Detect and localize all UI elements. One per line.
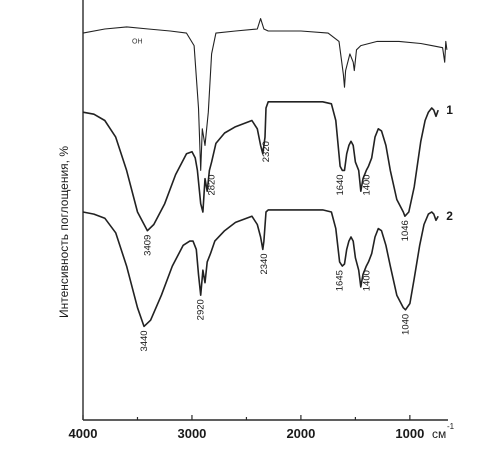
oh-label: OH	[132, 38, 143, 45]
peak-label-s1-2820: 2820	[207, 174, 218, 195]
spectrum-ref	[82, 18, 448, 171]
spectrum-s2	[82, 209, 439, 328]
x-tick-label-4000: 4000	[69, 426, 98, 441]
peak-label-s1-3409: 3409	[142, 235, 153, 256]
peak-label-s2-1645: 1645	[335, 270, 346, 291]
spectrum-s1	[82, 101, 439, 232]
x-tick-label-3000: 3000	[177, 426, 206, 441]
curve-label-s2: 2	[446, 209, 453, 223]
curve-label-s1: 1	[446, 103, 453, 117]
x-axis-unit: см	[432, 427, 446, 441]
x-tick-label-1000: 1000	[395, 426, 424, 441]
x-axis-unit-exponent: -1	[447, 422, 455, 431]
x-tick-label-2000: 2000	[286, 426, 315, 441]
peak-label-s1-2320: 2320	[261, 141, 272, 162]
peak-label-s2-1400: 1400	[361, 270, 372, 291]
spectra-curves	[82, 18, 448, 328]
y-axis-label: Интенсивность поглощения, %	[57, 146, 71, 318]
peak-label-s1-1640: 1640	[335, 174, 346, 195]
peak-labels: OH 1 3409 2820 2320 1640 1400 1046 2 3440 2920 2340…	[132, 38, 453, 351]
peak-label-s1-1400: 1400	[361, 174, 372, 195]
axes: 4000 3000 2000 1000 см-1	[69, 0, 455, 441]
peak-label-s1-1046: 1046	[400, 220, 411, 241]
peak-label-s2-2920: 2920	[196, 299, 207, 320]
peak-label-s2-1040: 1040	[401, 314, 412, 335]
peak-label-s2-2340: 2340	[259, 253, 270, 274]
peak-label-s2-3440: 3440	[139, 330, 150, 351]
